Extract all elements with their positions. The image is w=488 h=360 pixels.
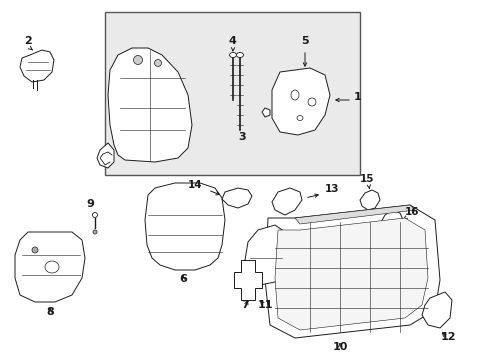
Text: 6: 6 bbox=[179, 274, 186, 284]
Ellipse shape bbox=[32, 247, 38, 253]
Polygon shape bbox=[20, 50, 54, 82]
Text: 4: 4 bbox=[227, 36, 235, 46]
Ellipse shape bbox=[296, 116, 303, 121]
Polygon shape bbox=[274, 218, 427, 330]
Polygon shape bbox=[97, 143, 114, 168]
Ellipse shape bbox=[92, 212, 97, 217]
Text: 8: 8 bbox=[46, 307, 54, 317]
Ellipse shape bbox=[133, 55, 142, 64]
Ellipse shape bbox=[93, 230, 97, 234]
Polygon shape bbox=[262, 108, 269, 117]
Ellipse shape bbox=[236, 53, 243, 58]
Polygon shape bbox=[271, 188, 302, 215]
Bar bbox=[105, 12, 359, 175]
Text: 14: 14 bbox=[187, 180, 202, 190]
Text: 1: 1 bbox=[353, 92, 361, 102]
Polygon shape bbox=[108, 48, 192, 162]
Text: 7: 7 bbox=[241, 300, 248, 310]
Text: 12: 12 bbox=[439, 332, 455, 342]
Polygon shape bbox=[421, 292, 451, 328]
Ellipse shape bbox=[45, 261, 59, 273]
Polygon shape bbox=[294, 205, 414, 224]
Text: 5: 5 bbox=[301, 36, 308, 46]
Text: 3: 3 bbox=[238, 132, 245, 142]
Text: 11: 11 bbox=[257, 300, 272, 310]
Polygon shape bbox=[145, 183, 224, 270]
Text: 9: 9 bbox=[86, 199, 94, 209]
Text: 16: 16 bbox=[404, 207, 419, 217]
Text: 15: 15 bbox=[359, 174, 373, 184]
Polygon shape bbox=[244, 225, 289, 285]
Polygon shape bbox=[379, 210, 403, 237]
Ellipse shape bbox=[154, 59, 161, 67]
Polygon shape bbox=[15, 232, 85, 302]
Ellipse shape bbox=[307, 98, 315, 106]
Text: 2: 2 bbox=[24, 36, 32, 46]
Text: 10: 10 bbox=[332, 342, 347, 352]
Ellipse shape bbox=[229, 53, 236, 58]
Polygon shape bbox=[222, 188, 251, 208]
Text: 13: 13 bbox=[325, 184, 339, 194]
Polygon shape bbox=[234, 260, 262, 300]
Polygon shape bbox=[264, 205, 439, 338]
Polygon shape bbox=[359, 190, 379, 210]
Ellipse shape bbox=[290, 90, 298, 100]
Polygon shape bbox=[271, 68, 329, 135]
